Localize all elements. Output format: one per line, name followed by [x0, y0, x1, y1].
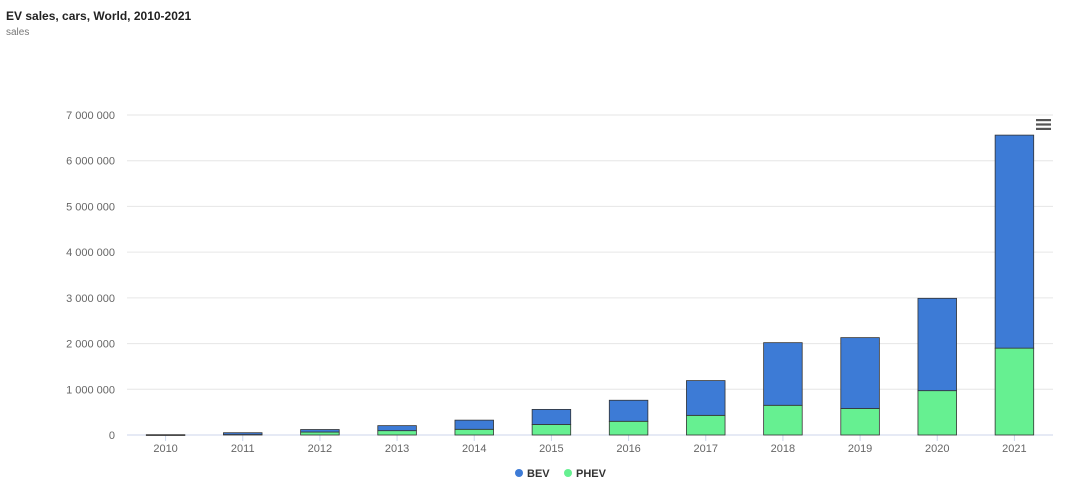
bar-phev-2018[interactable] [763, 404, 803, 436]
y-tick-label: 6 000 000 [66, 156, 115, 168]
x-tick-label: 2012 [308, 443, 332, 455]
bar-bev-2019[interactable] [840, 337, 880, 409]
bar-bev-2013[interactable] [377, 425, 417, 432]
bar-bev-2012[interactable] [300, 429, 340, 433]
chart-subtitle: sales [6, 27, 30, 38]
bars [145, 134, 1035, 436]
y-tick-label: 2 000 000 [66, 339, 115, 351]
bar-phev-2013[interactable] [377, 430, 417, 436]
x-tick-label: 2014 [462, 443, 486, 455]
legend-label-phev: PHEV [576, 468, 607, 480]
bar-bev-2011[interactable] [223, 432, 263, 435]
x-tick-label: 2013 [385, 443, 409, 455]
bar-bev-2015[interactable] [531, 408, 572, 425]
legend-label-bev: BEV [527, 468, 550, 480]
bar-phev-2021[interactable] [994, 347, 1035, 436]
x-tick-label: 2010 [153, 443, 177, 455]
bar-bev-2018[interactable] [763, 342, 803, 406]
chart-menu-icon[interactable] [1036, 119, 1051, 130]
legend-item-bev[interactable]: BEV [515, 468, 550, 480]
x-tick-label: 2020 [925, 443, 949, 455]
y-tick-label: 5 000 000 [66, 201, 115, 213]
legend-item-phev[interactable]: PHEV [564, 468, 607, 480]
x-tick-label: 2018 [771, 443, 795, 455]
legend-marker-bev [515, 469, 523, 477]
x-tick-label: 2017 [694, 443, 718, 455]
bar-phev-2012[interactable] [300, 431, 340, 436]
bar-bev-2016[interactable] [608, 399, 649, 422]
bar-phev-2019[interactable] [840, 408, 880, 436]
legend: BEV PHEV [515, 468, 607, 480]
x-tick-label: 2016 [616, 443, 640, 455]
y-tick-label: 1 000 000 [66, 384, 115, 396]
grid-lines [127, 114, 1053, 390]
bar-phev-2017[interactable] [686, 414, 726, 436]
y-tick-label: 3 000 000 [66, 293, 115, 305]
bar-bev-2020[interactable] [917, 297, 957, 392]
bar-bev-2017[interactable] [686, 380, 726, 416]
bar-phev-2014[interactable] [454, 428, 494, 436]
bar-bev-2021[interactable] [994, 134, 1035, 349]
x-tick-label: 2011 [231, 443, 255, 455]
bar-bev-2010[interactable] [145, 434, 186, 436]
bar-bev-2014[interactable] [454, 419, 494, 430]
axes: 0 1 000 000 2 000 000 3 000 000 4 000 000 5 0… [66, 110, 1053, 455]
x-tick-label: 2015 [539, 443, 563, 455]
chart-title: EV sales, cars, World, 2010-2021 [6, 9, 192, 23]
y-tick-label: 4 000 000 [66, 247, 115, 259]
bar-phev-2020[interactable] [917, 390, 957, 436]
bar-phev-2016[interactable] [608, 420, 649, 436]
x-tick-label: 2021 [1002, 443, 1026, 455]
y-tick-label: 0 [109, 430, 115, 442]
legend-marker-phev [564, 469, 572, 477]
x-tick-label: 2019 [848, 443, 872, 455]
y-tick-label: 7 000 000 [66, 110, 115, 122]
bar-phev-2015[interactable] [531, 424, 572, 436]
